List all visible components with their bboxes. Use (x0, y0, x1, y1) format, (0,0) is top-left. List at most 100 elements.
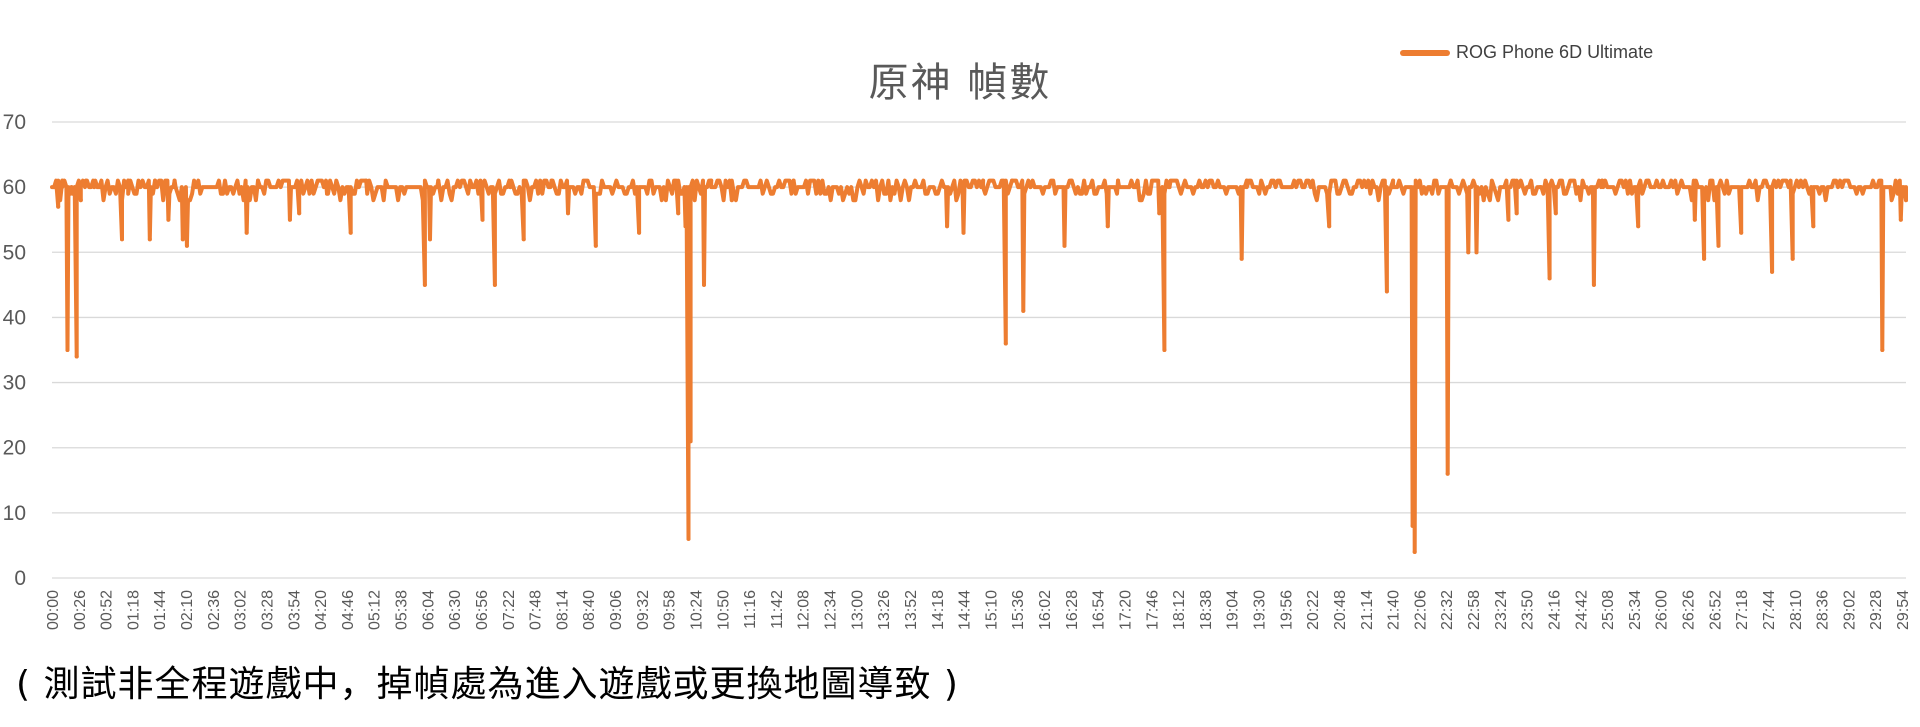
x-tick-label: 08:40 (581, 590, 598, 630)
data-point (508, 185, 513, 190)
x-tick-label: 24:42 (1573, 590, 1590, 630)
x-tick-label: 16:28 (1064, 590, 1081, 630)
x-tick-label: 24:16 (1546, 590, 1563, 630)
x-tick-label: 29:54 (1895, 590, 1912, 630)
data-point (1021, 308, 1026, 313)
data-point (1157, 211, 1162, 216)
data-point (1591, 282, 1596, 287)
x-tick-label: 20:48 (1332, 590, 1349, 630)
data-point (1566, 185, 1571, 190)
x-tick-label: 28:36 (1815, 590, 1832, 630)
x-tick-label: 19:30 (1252, 590, 1269, 630)
data-point (1448, 178, 1453, 183)
data-point (676, 211, 681, 216)
data-point (691, 185, 696, 190)
data-point (1162, 348, 1167, 352)
x-tick-label: 00:26 (72, 590, 89, 630)
data-point (287, 217, 292, 222)
x-tick-label: 07:22 (501, 590, 518, 630)
x-tick-label: 02:36 (206, 590, 223, 630)
x-tick-label: 22:06 (1412, 590, 1429, 630)
data-point (1547, 276, 1552, 281)
x-tick-label: 25:08 (1600, 590, 1617, 630)
data-point (1009, 178, 1014, 183)
data-point (1600, 178, 1605, 183)
x-tick-label: 28:10 (1788, 590, 1805, 630)
data-point (729, 198, 734, 203)
data-point (1384, 289, 1389, 294)
data-point (1790, 256, 1795, 261)
data-point (1474, 250, 1479, 255)
x-tick-label: 20:22 (1305, 590, 1322, 630)
data-point (92, 185, 97, 190)
data-point (56, 204, 61, 209)
data-point (1414, 185, 1419, 190)
data-point (1770, 269, 1775, 274)
x-tick-label: 09:58 (662, 590, 679, 630)
y-tick-label: 10 (3, 502, 26, 525)
data-point (1244, 178, 1249, 183)
x-tick-label: 11:42 (769, 590, 786, 629)
data-point (709, 178, 714, 183)
series-line-rog-phone-6d-ultimate (50, 178, 1908, 554)
data-point (480, 217, 485, 222)
data-point (1105, 224, 1110, 229)
data-point (791, 178, 796, 183)
data-point (153, 178, 157, 183)
x-tick-label: 19:04 (1225, 590, 1242, 630)
data-point (1062, 243, 1067, 248)
data-point (1538, 185, 1543, 190)
data-point (74, 354, 79, 359)
data-point (521, 237, 526, 242)
data-point (1811, 224, 1816, 229)
x-tick-label: 12:08 (796, 590, 813, 630)
x-tick-label: 19:56 (1278, 590, 1295, 630)
x-tick-label: 18:38 (1198, 590, 1215, 630)
data-point (688, 439, 693, 444)
y-tick-label: 20 (3, 437, 26, 460)
x-tick-label: 01:44 (152, 590, 169, 630)
data-point (1239, 256, 1244, 261)
data-point (593, 243, 598, 248)
x-tick-label: 21:14 (1359, 590, 1376, 630)
data-point (166, 217, 171, 222)
data-point (1412, 549, 1417, 554)
data-point (256, 178, 260, 183)
legend: ROG Phone 6D Ultimate (1400, 42, 1653, 63)
x-tick-label: 03:54 (286, 590, 303, 630)
data-point (1116, 178, 1121, 183)
data-point (1327, 224, 1332, 229)
chart-title: 原神 幀數 (868, 60, 1052, 106)
y-tick-label: 30 (3, 372, 26, 395)
data-point (297, 211, 302, 216)
x-tick-label: 12:34 (823, 590, 840, 630)
x-tick-label: 09:32 (635, 590, 652, 630)
x-tick-label: 14:44 (957, 590, 974, 630)
x-tick-label: 06:04 (420, 590, 437, 630)
data-point (566, 211, 571, 216)
x-tick-label: 15:36 (1010, 590, 1027, 630)
data-point (1481, 198, 1486, 203)
x-tick-label: 11:16 (742, 590, 759, 629)
x-tick-label: 29:02 (1841, 590, 1858, 630)
data-point (686, 536, 691, 541)
x-tick-label: 29:28 (1868, 590, 1885, 630)
data-point (1646, 178, 1651, 183)
data-point (83, 178, 88, 183)
x-tick-label: 08:14 (554, 590, 571, 630)
x-tick-label: 26:52 (1707, 590, 1724, 630)
x-tick-label: 18:12 (1171, 590, 1188, 630)
x-tick-label: 16:54 (1091, 590, 1108, 630)
data-point (422, 282, 427, 287)
x-tick-label: 17:46 (1144, 590, 1161, 630)
data-point (428, 237, 433, 242)
y-tick-label: 50 (3, 241, 26, 264)
x-tick-label: 05:12 (367, 590, 384, 630)
data-point (1898, 217, 1903, 222)
x-tick-label: 21:40 (1386, 590, 1403, 630)
data-point (78, 198, 83, 203)
data-point (549, 178, 554, 183)
x-tick-label: 00:00 (45, 590, 62, 630)
x-tick-label: 03:02 (233, 590, 250, 630)
x-tick-label: 13:26 (876, 590, 893, 630)
